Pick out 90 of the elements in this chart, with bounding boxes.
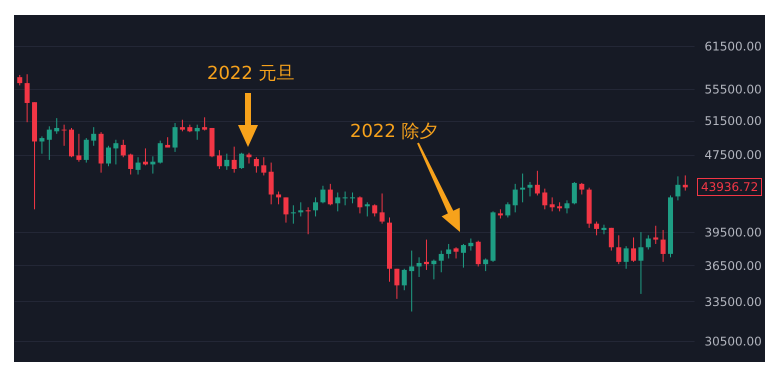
candlestick	[357, 196, 362, 214]
y-tick-label: 51500.00	[704, 114, 762, 128]
candlestick	[268, 162, 274, 205]
annotation: 2022 元旦	[207, 62, 295, 85]
y-tick-label: 36500.00	[704, 258, 762, 273]
candlestick	[76, 133, 82, 162]
candlestick	[608, 227, 614, 252]
y-tick-label: 55500.00	[704, 82, 762, 97]
candlestick	[660, 229, 666, 262]
candlestick	[290, 204, 296, 224]
candlestick	[364, 202, 370, 217]
candlestick	[17, 74, 22, 86]
candlestick	[505, 202, 510, 218]
candlestick	[180, 119, 185, 132]
candlestick	[320, 185, 326, 204]
candlestick	[468, 238, 474, 252]
candlestick	[579, 182, 584, 195]
candlestick	[646, 234, 651, 250]
candlestick	[84, 138, 89, 164]
candlestick	[460, 243, 466, 268]
candlestick	[142, 148, 148, 166]
candlestick	[342, 191, 348, 206]
candlestick	[534, 170, 540, 196]
candlestick	[128, 153, 134, 175]
candlestick	[416, 256, 422, 278]
candlestick	[328, 183, 333, 206]
annotation: 2022 除夕	[350, 120, 438, 143]
candlestick	[594, 221, 600, 236]
candlestick	[313, 196, 318, 217]
candlestick	[202, 116, 208, 131]
candlestick	[372, 204, 378, 217]
candlestick	[261, 156, 266, 176]
candlestick	[520, 173, 526, 203]
candlestick	[616, 234, 622, 265]
candlestick	[653, 225, 658, 244]
candlestick	[624, 246, 629, 270]
candlestick	[120, 139, 126, 158]
candlestick	[350, 192, 356, 204]
candlestick	[158, 140, 163, 164]
candlestick	[232, 146, 237, 174]
candlestick	[446, 243, 452, 259]
candlestick	[564, 200, 570, 214]
candlestick	[380, 192, 385, 224]
candlestick	[172, 122, 178, 152]
candlestick	[283, 196, 288, 224]
candlestick	[542, 188, 548, 210]
candlestick	[224, 153, 230, 170]
candlestick	[106, 145, 111, 167]
candlestick	[498, 208, 503, 219]
y-tick-label: 33500.00	[704, 294, 762, 309]
y-tick-label: 39500.00	[704, 226, 762, 240]
candlestick	[254, 156, 259, 174]
y-tick-label: 30500.00	[704, 334, 762, 348]
y-tick-label: 61500.00	[704, 39, 762, 54]
candlestick	[239, 152, 244, 170]
candlestick	[638, 232, 644, 294]
candlestick	[306, 206, 311, 235]
y-tick-label: 47500.00	[704, 148, 762, 162]
candlestick	[394, 268, 400, 300]
candlestick	[512, 183, 518, 213]
candlestick	[246, 152, 252, 164]
candlestick	[402, 268, 407, 291]
candlestick	[113, 139, 118, 165]
candlestick	[136, 156, 141, 175]
candlestick	[631, 236, 636, 262]
candlestick	[572, 181, 577, 205]
candlestick	[476, 240, 481, 267]
candlestick	[46, 126, 52, 160]
candlestick	[675, 176, 680, 201]
candlestick	[150, 156, 156, 174]
candlestick	[431, 259, 436, 280]
candlestick	[335, 192, 340, 212]
candlestick	[557, 202, 562, 212]
candlestick	[194, 124, 200, 140]
candlestick	[438, 250, 444, 273]
candlestick	[24, 74, 30, 123]
candlestick	[550, 196, 555, 212]
candlestick	[216, 150, 222, 170]
candlestick	[682, 174, 688, 192]
candlestick	[409, 250, 414, 312]
candlestick	[483, 258, 488, 272]
candlestick	[276, 191, 282, 205]
text: 43936.72	[697, 178, 762, 196]
candlestick	[298, 202, 304, 217]
candlestick	[601, 224, 606, 235]
candlestick	[39, 136, 44, 154]
candlestick	[62, 124, 67, 146]
candlestick	[91, 126, 96, 146]
candlestick	[454, 246, 459, 259]
candlestick	[54, 118, 60, 134]
